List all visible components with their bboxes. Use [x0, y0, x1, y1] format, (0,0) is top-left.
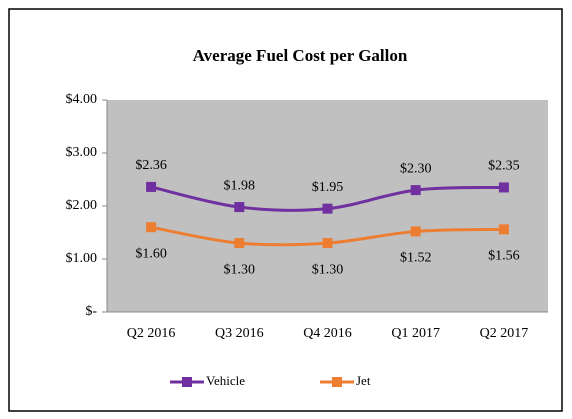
point-marker — [498, 182, 509, 193]
point-marker — [410, 185, 421, 196]
legend-marker — [332, 377, 342, 387]
legend-marker — [182, 377, 192, 387]
x-tick-label: Q4 2016 — [303, 326, 352, 341]
point-marker — [410, 226, 421, 237]
data-label: $1.30 — [312, 262, 344, 277]
x-tick-label: Q2 2016 — [127, 326, 176, 341]
y-tick-label: $3.00 — [66, 145, 98, 160]
x-tick-label: Q2 2017 — [480, 326, 529, 341]
point-marker — [234, 238, 245, 249]
y-tick-label: $4.00 — [66, 92, 98, 107]
data-label: $1.95 — [312, 180, 344, 195]
point-marker — [146, 222, 157, 233]
data-label: $2.36 — [135, 158, 167, 173]
chart-title: Average Fuel Cost per Gallon — [193, 46, 408, 65]
point-marker — [322, 203, 333, 214]
y-tick-label: $- — [85, 304, 97, 319]
data-label: $2.30 — [400, 161, 432, 176]
y-tick-label: $2.00 — [66, 198, 98, 213]
point-marker — [234, 202, 245, 213]
data-label: $1.60 — [135, 246, 167, 261]
point-marker — [498, 224, 509, 235]
data-label: $1.30 — [224, 262, 256, 277]
data-label: $1.56 — [488, 249, 520, 264]
data-label: $1.52 — [400, 251, 432, 266]
x-tick-label: Q1 2017 — [391, 326, 440, 341]
legend-label: Jet — [356, 373, 371, 388]
legend-label: Vehicle — [206, 373, 245, 388]
y-tick-label: $1.00 — [66, 251, 98, 266]
data-label: $1.98 — [224, 178, 256, 193]
x-tick-label: Q3 2016 — [215, 326, 264, 341]
data-label: $2.35 — [488, 159, 520, 174]
point-marker — [322, 238, 333, 249]
point-marker — [146, 181, 157, 192]
